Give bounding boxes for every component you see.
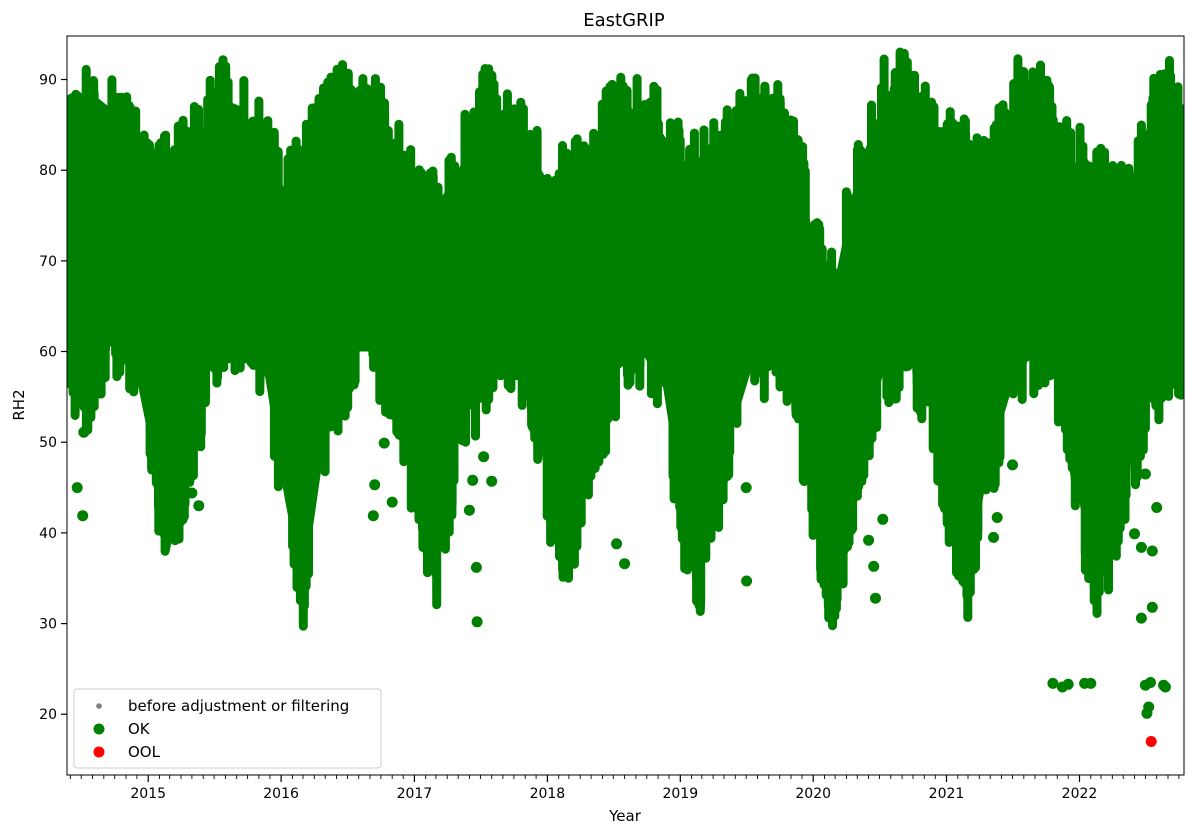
ok-data-point — [863, 534, 875, 546]
y-tick-label: 30 — [39, 617, 57, 633]
ok-data-point — [1145, 677, 1156, 688]
ok-data-point — [611, 538, 623, 550]
ok-data-point — [1135, 541, 1147, 553]
ok-data-point — [1139, 468, 1151, 480]
y-tick-label: 40 — [39, 526, 57, 542]
legend-marker — [93, 723, 105, 735]
ok-data-point — [991, 512, 1003, 523]
y-tick-label: 90 — [39, 73, 57, 89]
ok-data-point — [467, 474, 479, 486]
legend-marker — [93, 746, 105, 758]
legend-box — [73, 688, 382, 769]
ok-data-point — [1129, 528, 1140, 540]
chart-title: EastGRIP — [583, 10, 665, 31]
ok-data-point — [78, 426, 90, 438]
ok-data-point — [868, 560, 880, 572]
ok-data-point — [1095, 497, 1107, 509]
plot-frame — [66, 35, 1185, 776]
x-tick-label: 2016 — [263, 786, 299, 802]
ok-data-point — [1062, 678, 1074, 690]
ok-data-point — [1151, 502, 1163, 513]
x-tick-label: 2021 — [929, 786, 965, 802]
x-tick-label: 2017 — [397, 786, 433, 802]
x-tick-label: 2020 — [795, 786, 831, 802]
ok-data-point — [1007, 459, 1018, 471]
ok-data-point — [1146, 545, 1158, 557]
legend-marker — [96, 703, 102, 709]
y-tick-label: 20 — [39, 707, 57, 723]
ok-data-point — [71, 482, 83, 494]
ok-data-point — [1143, 701, 1155, 713]
ok-data-point — [77, 510, 89, 522]
ok-data-point — [619, 558, 631, 570]
ok-data-point — [870, 592, 881, 604]
ok-data-point — [470, 561, 482, 573]
ool-data-point — [1145, 736, 1157, 747]
ok-data-point — [463, 504, 475, 516]
ok-series-layer — [67, 47, 1184, 631]
ok-data-point — [369, 479, 381, 491]
y-tick-label: 60 — [39, 345, 57, 361]
ok-data-point — [478, 451, 490, 463]
ok-data-point — [1085, 677, 1097, 689]
ok-data-point — [1135, 612, 1147, 624]
ok-data-point — [1146, 601, 1158, 613]
x-axis: 2015 2016 2017 2018 2019 2020 2021 2022 — [69, 775, 1180, 802]
legend-label: OOL — [128, 743, 161, 761]
plot-area — [67, 47, 1184, 747]
legend: before adjustment or filtering OK OOL — [73, 688, 382, 769]
x-tick-label: 2022 — [1062, 786, 1098, 802]
x-tick-label: 2015 — [130, 786, 166, 802]
legend-label: OK — [128, 720, 151, 738]
y-tick-label: 70 — [39, 254, 57, 270]
ok-data-point — [186, 487, 198, 499]
ok-data-point — [367, 510, 379, 522]
y-tick-label: 50 — [39, 435, 57, 451]
y-axis-label: RH2 — [10, 389, 28, 420]
ok-data-point — [988, 531, 999, 543]
ok-data-point — [1159, 681, 1171, 693]
ok-data-point — [378, 437, 390, 449]
ok-data-point — [740, 482, 752, 494]
x-axis-label: Year — [608, 807, 642, 825]
ok-data-point — [877, 513, 889, 525]
ool-points-layer — [1145, 736, 1157, 747]
ok-data-point — [471, 616, 483, 628]
ok-data-point — [486, 475, 498, 487]
x-tick-label: 2018 — [530, 786, 566, 802]
legend-label: before adjustment or filtering — [128, 697, 349, 715]
y-tick-label: 80 — [39, 163, 57, 179]
ok-points-layer — [71, 426, 1171, 719]
ok-data-point — [386, 496, 398, 508]
ok-data-point — [193, 500, 205, 512]
y-axis: 20 30 40 50 60 70 80 90 — [39, 73, 67, 723]
ok-data-point — [1047, 677, 1059, 689]
x-tick-label: 2019 — [662, 786, 698, 802]
ok-data-point — [741, 575, 753, 587]
